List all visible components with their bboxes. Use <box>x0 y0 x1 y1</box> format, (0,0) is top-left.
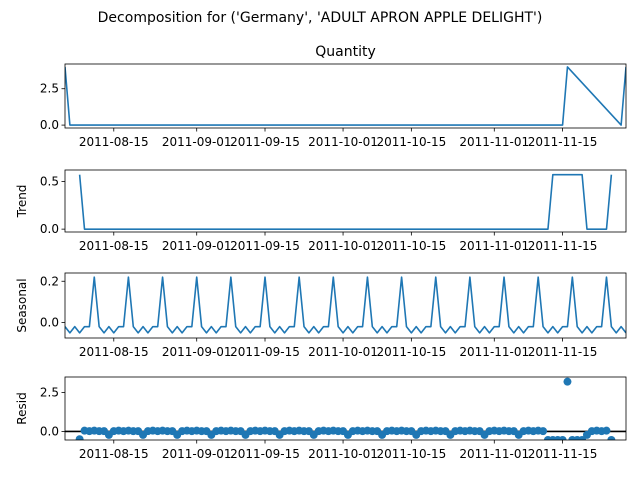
x-tick-label: 2011-10-01 <box>308 239 378 253</box>
x-tick-label: 2011-11-15 <box>528 239 598 253</box>
series-line <box>65 276 626 334</box>
x-tick-label: 2011-08-15 <box>79 447 149 461</box>
x-tick-label: 2011-11-15 <box>528 135 598 149</box>
panel-data <box>65 276 626 334</box>
figure-suptitle: Decomposition for ('Germany', 'ADULT APR… <box>98 10 543 26</box>
y-tick-label: 0.0 <box>40 424 59 438</box>
data-point <box>558 436 567 440</box>
data-point <box>602 426 611 435</box>
x-tick-label: 2011-10-01 <box>308 447 378 461</box>
y-tick-label: 0.0 <box>40 222 59 236</box>
x-tick-label: 2011-11-01 <box>459 345 529 359</box>
axes-frame <box>64 376 627 441</box>
x-tick-label: 2011-09-01 <box>162 447 232 461</box>
x-tick-label: 2011-10-01 <box>308 345 378 359</box>
x-tick-label: 2011-08-15 <box>79 345 149 359</box>
series-line <box>65 66 626 126</box>
x-tick-label: 2011-11-01 <box>459 447 529 461</box>
x-tick-label: 2011-09-01 <box>162 135 232 149</box>
x-tick-label: 2011-09-15 <box>230 345 300 359</box>
x-tick-label: 2011-11-15 <box>528 345 598 359</box>
y-axis-label: Resid <box>15 392 29 424</box>
data-point <box>607 436 616 440</box>
x-tick-label: 2011-09-15 <box>230 239 300 253</box>
series-line <box>78 173 613 230</box>
y-tick-label: 0.0 <box>40 316 59 330</box>
x-tick-label: 2011-10-15 <box>376 345 446 359</box>
panel-data <box>65 66 626 126</box>
x-tick-label: 2011-10-01 <box>308 135 378 149</box>
x-tick-label: 2011-10-15 <box>376 135 446 149</box>
y-tick-label: 2.5 <box>40 386 59 400</box>
axes-frame <box>64 63 627 129</box>
x-tick-label: 2011-10-15 <box>376 447 446 461</box>
x-tick-label: 2011-11-01 <box>459 135 529 149</box>
x-tick-label: 2011-09-01 <box>162 239 232 253</box>
data-point <box>539 427 548 436</box>
x-tick-label: 2011-11-01 <box>459 239 529 253</box>
y-axis-label: Seasonal <box>15 278 29 332</box>
y-tick-label: 0.0 <box>40 118 59 132</box>
x-tick-label: 2011-08-15 <box>79 239 149 253</box>
y-axis-label: Trend <box>15 185 29 219</box>
axes-frame <box>64 169 627 233</box>
x-tick-label: 2011-08-15 <box>79 135 149 149</box>
panel-data <box>78 173 613 230</box>
y-tick-label: 2.5 <box>40 82 59 96</box>
x-tick-label: 2011-09-01 <box>162 345 232 359</box>
x-tick-label: 2011-09-15 <box>230 447 300 461</box>
data-point <box>563 377 572 386</box>
axes-frame <box>64 272 627 339</box>
x-tick-label: 2011-11-15 <box>528 447 598 461</box>
x-tick-label: 2011-09-15 <box>230 135 300 149</box>
y-tick-label: 0.2 <box>40 274 59 288</box>
panel-data <box>65 377 626 440</box>
y-tick-label: 0.5 <box>40 174 59 188</box>
panel-title: Quantity <box>315 44 376 60</box>
data-point <box>75 435 84 440</box>
x-tick-label: 2011-10-15 <box>376 239 446 253</box>
